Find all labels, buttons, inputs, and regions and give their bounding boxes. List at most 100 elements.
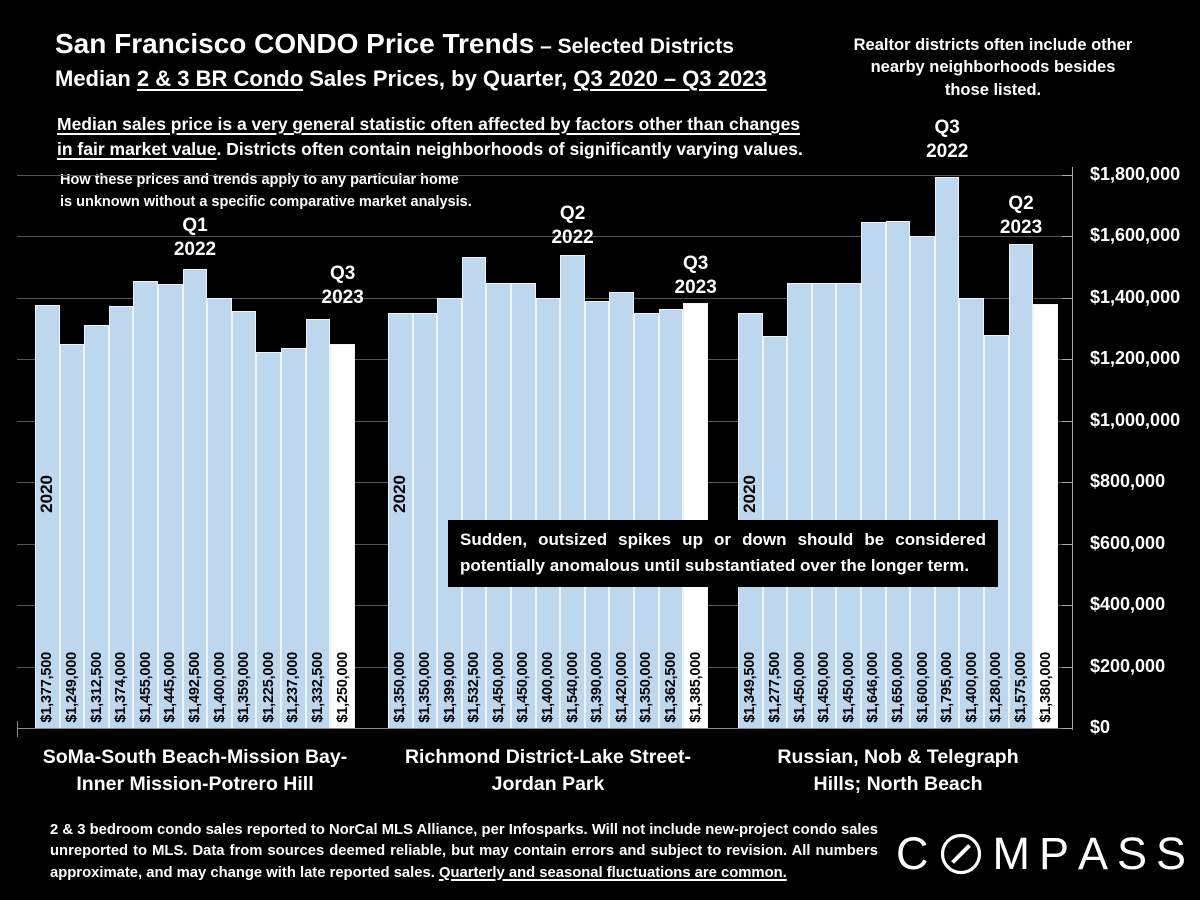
bar-value-label: $1,450,000 (816, 652, 833, 723)
cma-note-line1: How these prices and trends apply to any… (60, 172, 459, 188)
bar: $1,450,000 (836, 282, 862, 728)
bar: $1,400,000 (959, 297, 985, 728)
bar-value-label: $1,277,500 (766, 652, 783, 723)
compass-letter: M (992, 827, 1031, 879)
bar-value-label: $1,450,000 (840, 652, 857, 723)
cma-note-line2: is unknown without a specific comparativ… (60, 193, 472, 210)
y-gridline (17, 175, 1072, 176)
y-tick-label: $1,800,000 (1090, 164, 1181, 184)
y-tick-label: $800,000 (1090, 471, 1166, 492)
bar-value-label: $1,400,000 (539, 652, 556, 723)
bar: $1,540,000 (560, 254, 585, 728)
bar: $1,374,000 (108, 305, 134, 728)
disclaimer-underlined-2: in fair market value (57, 139, 217, 160)
bar-value-label: $1,399,000 (441, 652, 458, 723)
bar: $1,400,000 (535, 297, 561, 728)
page-title-main: San Francisco CONDO Price Trends (55, 28, 535, 59)
bar: $1,400,000 (207, 297, 232, 728)
realtor-districts-note: Realtor districts often include other ne… (853, 36, 1133, 99)
group-label-line2: Hills; North Beach (813, 773, 983, 796)
bar-value-label: $1,225,000 (260, 652, 277, 723)
quarter-annotation-quarter: Q2 (559, 203, 586, 224)
quarter-annotation-year: 2022 (551, 226, 594, 248)
bar-value-label: $1,374,000 (113, 652, 130, 723)
bar-value-label: $1,540,000 (564, 652, 581, 723)
quarter-annotation-year: 2022 (926, 140, 969, 162)
median-price-disclaimer: Median sales price is a very general sta… (57, 112, 803, 163)
page-title-suffix: – Selected Districts (534, 35, 734, 58)
bar-value-label: $1,390,000 (589, 652, 606, 723)
bar-value-label: $1,350,000 (392, 652, 409, 723)
disclaimer-underlined-1: Median sales price is a very general sta… (57, 114, 801, 134)
x-axis-group-label: Richmond District-Lake Street- Jordan Par… (368, 744, 728, 799)
bar: $1,250,000 (330, 343, 355, 728)
bar-value-label: $1,492,500 (186, 652, 203, 723)
bar-value-label: $1,250,000 (334, 652, 351, 723)
bar-value-label: $1,532,500 (466, 652, 483, 723)
group-label-line2: Inner Mission-Potrero Hill (76, 773, 314, 796)
year-marker-label: 2020 (390, 475, 410, 513)
y-tick-label: $1,200,000 (1090, 348, 1181, 369)
year-marker-label: 2020 (740, 475, 760, 513)
bar: $1,225,000 (256, 351, 282, 728)
bar: $1,420,000 (609, 291, 635, 728)
bar-value-label: $1,380,000 (1037, 652, 1054, 723)
bar: $1,492,500 (182, 269, 208, 728)
group-label-line1: Russian, Nob & Telegraph (777, 746, 1019, 768)
x-axis-tick (17, 721, 18, 737)
bar: $1,332,500 (305, 318, 331, 728)
bar: $1,399,000 (437, 298, 462, 728)
compass-letter: P (1039, 827, 1070, 879)
y-axis-tick (1062, 666, 1072, 668)
y-axis-tick (1062, 605, 1072, 607)
page-subtitle: Median 2 & 3 BR Condo Sales Prices, by Q… (55, 66, 767, 92)
bar-value-label: $1,385,000 (687, 652, 704, 723)
page-title: San Francisco CONDO Price Trends – Selec… (55, 28, 734, 60)
bar-value-label: $1,575,000 (1013, 652, 1029, 723)
y-axis-tick (1062, 297, 1072, 299)
cma-note: How these prices and trends apply to any… (60, 170, 472, 214)
bar: $1,390,000 (584, 300, 610, 728)
bar-value-label: $1,400,000 (963, 652, 980, 723)
bar-value-label: $1,650,000 (889, 652, 906, 723)
spikes-callout: Sudden, outsized spikes up or down shoul… (448, 520, 998, 587)
quarter-annotation: Q3 2022 (887, 116, 1007, 164)
bar: $1,450,000 (486, 282, 512, 728)
bar: $1,312,500 (84, 324, 109, 728)
y-tick-label: $600,000 (1090, 532, 1166, 553)
bar: $1,237,000 (281, 347, 306, 728)
x-axis-group-label: SoMa-South Beach-Mission Bay- Inner Missi… (15, 744, 375, 799)
bar-value-label: $1,455,000 (137, 652, 154, 723)
bar-value-label: $1,400,000 (211, 652, 228, 723)
bar-group: $1,350,000 2020 $1,350,000 $1,399,000 $1,532… (388, 175, 708, 728)
bar-value-label: $1,280,000 (988, 652, 1005, 723)
disclaimer-rest: . Districts often contain neighborhoods … (216, 139, 803, 160)
y-tick-label: $1,000,000 (1090, 409, 1181, 430)
compass-letter: S (1117, 827, 1148, 879)
bar-value-label: $1,359,000 (236, 652, 253, 723)
y-tick-label: $200,000 (1090, 655, 1166, 676)
quarter-annotation: Q1 2022 (135, 214, 255, 262)
year-marker-label: 2020 (37, 475, 57, 513)
bar: $1,600,000 (910, 236, 935, 728)
bar: $1,362,500 (658, 309, 684, 728)
bar-value-label: $1,237,000 (285, 652, 302, 723)
y-tick-label: $1,400,000 (1090, 286, 1181, 307)
bar: $1,350,000 (412, 313, 438, 728)
bar-value-label: $1,312,500 (88, 652, 105, 723)
bar: $1,350,000 2020 (388, 313, 413, 728)
subtitle-underlined-2: Q3 2020 – Q3 2023 (573, 66, 767, 91)
bar-value-label: $1,795,000 (939, 652, 956, 723)
bar: $1,385,000 (683, 302, 708, 728)
bar: $1,450,000 (811, 282, 837, 728)
bar-group: $1,377,500 2020 $1,249,000 $1,312,500 $1,374… (35, 175, 355, 728)
bar-value-label: $1,450,000 (791, 652, 808, 723)
y-axis-tick (1062, 543, 1072, 545)
y-axis-tick (1062, 420, 1072, 422)
subtitle-prefix: Median (55, 66, 137, 91)
bar-value-label: $1,600,000 (914, 652, 931, 723)
compass-letter: A (1078, 827, 1109, 879)
y-axis-tick (1062, 728, 1072, 729)
